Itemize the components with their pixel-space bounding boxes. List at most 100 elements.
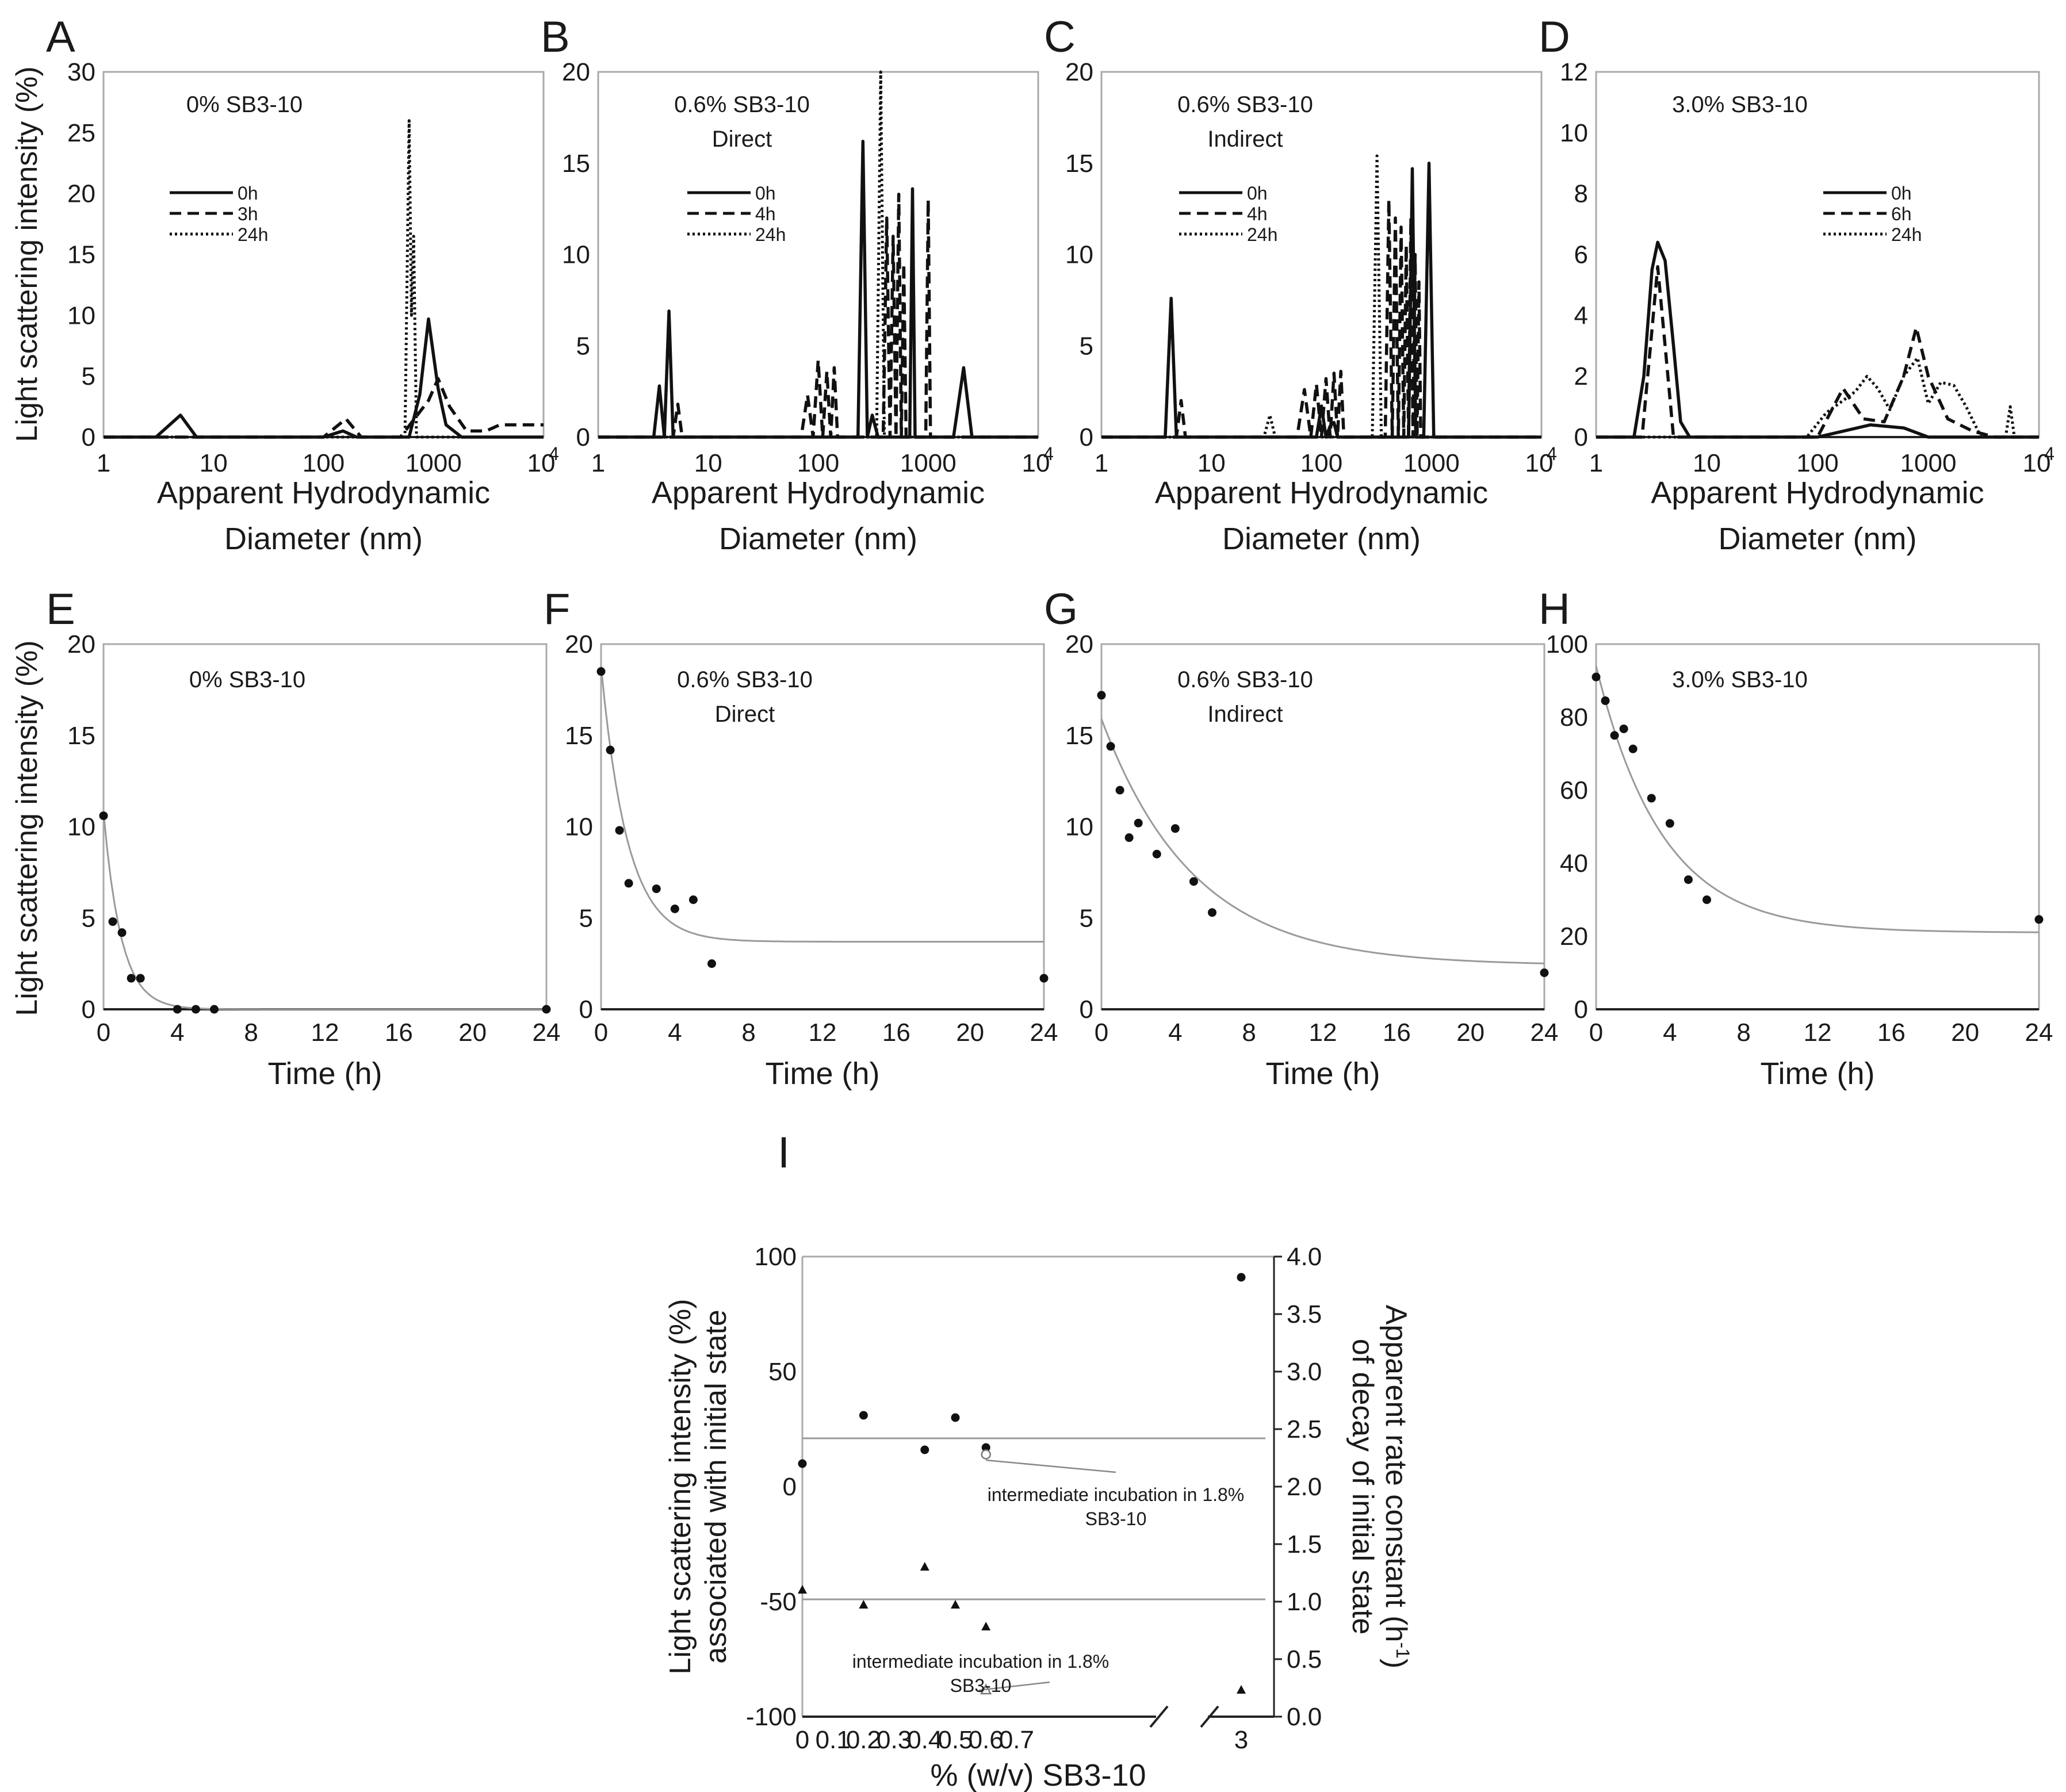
x-tick-label: 8 (1736, 1018, 1750, 1047)
x-tick-label: 3 (1234, 1726, 1248, 1754)
right-tick-label: 4.0 (1287, 1243, 1322, 1271)
x-axis-label: Apparent Hydrodynamic (1651, 476, 1984, 510)
data-point (1665, 819, 1674, 828)
data-point (191, 1005, 200, 1014)
y-tick-label: 0 (1574, 423, 1588, 451)
rate-point (981, 1622, 991, 1630)
x-tick-label: 20 (956, 1018, 984, 1047)
right-tick-label: 2.5 (1287, 1415, 1322, 1443)
x-tick-label: 24 (1531, 1018, 1559, 1047)
x-tick-label: 0.6 (969, 1726, 1004, 1754)
panel-label: H (1539, 585, 1570, 634)
plot-frame (102, 71, 545, 438)
right-tick-label: 1.5 (1287, 1530, 1322, 1559)
series-4h (1101, 198, 1541, 439)
series-24h (1101, 154, 1541, 439)
y-tick-label: 20 (562, 58, 590, 86)
x-tick-label: 0.3 (877, 1726, 912, 1754)
data-point (1610, 731, 1619, 740)
x-tick-label: 4 (1663, 1018, 1677, 1047)
x-axis-label: Apparent Hydrodynamic (1155, 476, 1488, 510)
data-point (136, 974, 145, 983)
y-tick-label: 20 (1065, 630, 1093, 658)
x-tick-label: 24 (533, 1018, 561, 1047)
plot-frame (1595, 643, 2040, 1010)
annotation-text: SB3-10 (950, 1675, 1012, 1696)
y-tick-label: 25 (67, 119, 95, 147)
y-tick-label: 0 (1080, 995, 1093, 1024)
x-tick-exponent: 4 (2044, 443, 2054, 464)
series-0h (598, 139, 1038, 439)
x-axis-label: Apparent Hydrodynamic (157, 476, 490, 510)
legend-label: 0h (1891, 183, 1912, 204)
x-tick-label: 100 (303, 449, 345, 477)
series-0h (1596, 240, 2039, 439)
data-point (707, 959, 716, 968)
panel-F: F 0 5 10 15 20 0 4 8 12 16 20 24 Time (h) 0.6% SB3-10 D… (544, 585, 1058, 1091)
x-tick-label: 0.7 (999, 1726, 1034, 1754)
x-axis-label: Diameter (nm) (719, 522, 917, 556)
legend-label: 6h (1891, 204, 1912, 224)
rate-point (951, 1600, 960, 1609)
series-24h (598, 70, 1038, 439)
intensity-point (798, 1459, 807, 1468)
y-tick-label: 10 (1065, 813, 1093, 841)
intensity-open-point (981, 1449, 991, 1460)
y-tick-label: 15 (67, 241, 95, 269)
y-tick-label: 5 (1080, 332, 1093, 360)
right-tick-label: 2.0 (1287, 1473, 1322, 1501)
y-tick-label: 20 (67, 630, 95, 658)
y-tick-label: 100 (1546, 630, 1588, 658)
x-axis-label: Apparent Hydrodynamic (652, 476, 985, 510)
y-axis-label: Light scattering intensity (%) (10, 640, 44, 1016)
data-point (596, 667, 606, 676)
x-tick-label: 12 (1804, 1018, 1832, 1047)
data-point (1601, 696, 1610, 705)
annotation-text: 3.0% SB3-10 (1672, 667, 1808, 692)
legend-label: 0h (1247, 183, 1268, 204)
intensity-point (1237, 1273, 1246, 1282)
axis-break-mark (1200, 1705, 1219, 1728)
series-3h (104, 377, 544, 439)
y-tick-label: 5 (82, 904, 95, 932)
y-tick-label: 15 (67, 722, 95, 750)
panel-label: B (541, 13, 570, 62)
x-tick-label: 10 (1197, 449, 1226, 477)
y-tick-label: 20 (1065, 58, 1093, 86)
series-24h (104, 119, 544, 439)
legend-label: 4h (1247, 204, 1268, 224)
x-tick-label: 4 (1168, 1018, 1182, 1047)
y-tick-label: 40 (1560, 849, 1588, 878)
x-tick-label: 8 (244, 1018, 258, 1047)
data-point (1106, 742, 1115, 751)
x-tick-exponent: 4 (1547, 443, 1557, 464)
data-point (606, 745, 615, 755)
y-tick-label: 10 (1065, 241, 1093, 269)
annotation-text: 0.6% SB3-10 (677, 667, 813, 692)
x-tick-exponent: 4 (549, 443, 559, 464)
y-tick-label: 0 (82, 995, 95, 1024)
data-point (624, 879, 633, 888)
x-tick-label: 8 (1242, 1018, 1256, 1047)
data-point (1702, 895, 1711, 904)
data-point (1647, 794, 1656, 803)
annotation-text: 0% SB3-10 (186, 92, 303, 117)
y-tick-label: 10 (562, 241, 590, 269)
annotation-leader (979, 1681, 1050, 1691)
legend-label: 3h (238, 204, 258, 224)
annotation-text: 3.0% SB3-10 (1672, 92, 1808, 117)
data-point (1115, 786, 1124, 795)
x-tick-label: 0.2 (846, 1726, 881, 1754)
data-point (1540, 968, 1549, 977)
y-tick-label: 0 (579, 995, 593, 1024)
data-point (1152, 849, 1161, 859)
x-tick-label: 0 (1095, 1018, 1108, 1047)
x-tick-label: 10 (694, 449, 722, 477)
x-axis-label: Diameter (nm) (224, 522, 423, 556)
series-0h (104, 317, 544, 439)
y-tick-label: 15 (1065, 150, 1093, 178)
right-axis-label: Apparent rate constant (h-1) (1379, 1305, 1413, 1669)
annotation-text: 0.6% SB3-10 (1177, 667, 1313, 692)
legend-label: 24h (1891, 224, 1922, 245)
